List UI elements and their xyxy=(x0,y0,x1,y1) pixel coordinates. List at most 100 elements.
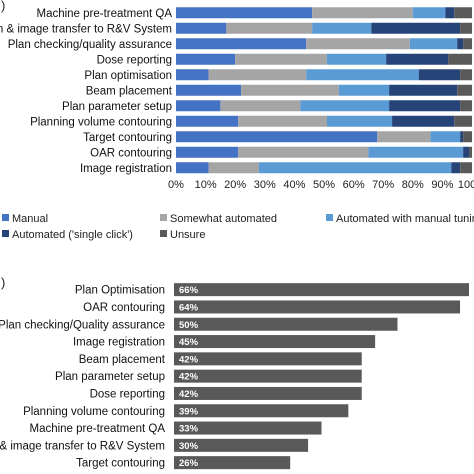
bar-value-label: 42% xyxy=(179,389,199,400)
bar-segment-manual xyxy=(176,53,236,65)
category-label: an & image transfer to R&V System xyxy=(0,440,165,452)
bar-segment-automated-with-manual-tuning xyxy=(306,69,419,81)
bar xyxy=(174,352,362,366)
category-label: Image registration xyxy=(73,337,165,349)
panel-b-letter: ) xyxy=(1,275,6,290)
category-label: Plan parameter setup xyxy=(62,101,172,113)
bar xyxy=(174,335,376,349)
legend-swatch xyxy=(160,230,167,237)
bar-segment-automated-single-click xyxy=(451,162,461,174)
bar xyxy=(174,438,309,452)
bar-segment-automated-with-manual-tuning xyxy=(430,131,461,143)
bar-segment-somewhat-automated xyxy=(208,162,259,174)
bar xyxy=(174,404,349,418)
bar-segment-unsure xyxy=(454,115,472,127)
bar xyxy=(174,386,362,400)
bar-segment-unsure xyxy=(460,162,472,174)
bar-value-label: 66% xyxy=(179,285,199,296)
x-tick-label: 50% xyxy=(313,179,335,191)
bar-value-label: 39% xyxy=(179,406,199,417)
bar-value-label: 33% xyxy=(179,424,199,435)
bar-segment-unsure xyxy=(454,7,472,19)
bar-segment-automated-single-click xyxy=(386,53,449,65)
x-tick-label: 0% xyxy=(168,179,184,191)
category-label: Target contouring xyxy=(76,458,165,470)
bar-segment-automated-single-click xyxy=(460,131,464,143)
legend-swatch xyxy=(2,214,9,221)
category-label: Planning volume contouring xyxy=(30,116,172,128)
legend-swatch xyxy=(160,214,167,221)
bar-segment-automated-single-click xyxy=(389,84,458,96)
bar-segment-automated-with-manual-tuning xyxy=(326,115,393,127)
legend-label: Somewhat automated xyxy=(170,213,277,225)
category-label: Plan Optimisation xyxy=(75,285,165,297)
category-label: Beam placement xyxy=(79,354,166,366)
bar-segment-unsure xyxy=(460,69,472,81)
bar-segment-somewhat-automated xyxy=(235,53,327,65)
bar xyxy=(174,283,469,297)
category-label: Dose reporting xyxy=(97,54,172,66)
legend-label: Manual xyxy=(12,213,48,225)
bar-value-label: 45% xyxy=(179,337,199,348)
bar-segment-automated-with-manual-tuning xyxy=(300,100,390,112)
bar-segment-somewhat-automated xyxy=(238,115,327,127)
category-label: OAR contouring xyxy=(90,147,172,159)
legend-label: Unsure xyxy=(170,229,205,241)
bar-segment-automated-with-manual-tuning xyxy=(338,84,390,96)
bar-segment-automated-with-manual-tuning xyxy=(312,22,372,34)
bar-segment-automated-single-click xyxy=(463,146,470,158)
bar-value-label: 30% xyxy=(179,441,199,452)
bar-segment-unsure xyxy=(460,22,472,34)
bar-segment-manual xyxy=(176,69,209,81)
bar xyxy=(174,317,398,331)
bar-segment-somewhat-automated xyxy=(238,146,369,158)
bar-value-label: 42% xyxy=(179,354,199,365)
bar-segment-somewhat-automated xyxy=(312,7,413,19)
category-label: Beam placement xyxy=(86,85,173,97)
bar-segment-manual xyxy=(176,7,313,19)
bar-segment-manual xyxy=(176,38,307,50)
bar-segment-unsure xyxy=(463,38,472,50)
category-label: Plan parameter setup xyxy=(55,371,165,383)
bar-segment-automated-single-click xyxy=(371,22,461,34)
category-label: Plan optimisation xyxy=(84,70,172,82)
bar xyxy=(174,369,362,383)
bar-segment-automated-with-manual-tuning xyxy=(368,146,464,158)
bar-value-label: 42% xyxy=(179,372,199,383)
bar-segment-automated-with-manual-tuning xyxy=(409,38,458,50)
category-label: Plan checking/quality assurance xyxy=(8,39,172,51)
bar-segment-manual xyxy=(176,115,239,127)
x-tick-label: 40% xyxy=(283,179,305,191)
bar-segment-automated-with-manual-tuning xyxy=(412,7,446,19)
x-tick-label: 10% xyxy=(195,179,217,191)
panel-a-letter: ) xyxy=(1,0,6,13)
bar xyxy=(174,421,322,435)
bar-segment-somewhat-automated xyxy=(208,69,307,81)
bar-segment-unsure xyxy=(463,131,472,143)
bar-value-label: 50% xyxy=(179,320,199,331)
bar-segment-somewhat-automated xyxy=(241,84,339,96)
x-tick-label: 90% xyxy=(431,179,453,191)
x-tick-label: 70% xyxy=(372,179,394,191)
bar-value-label: 64% xyxy=(179,302,199,313)
category-label: Plan checking/Quality assurance xyxy=(0,319,165,331)
bar xyxy=(174,456,291,470)
x-tick-label: 100% xyxy=(458,179,474,191)
bar-segment-automated-single-click xyxy=(392,115,455,127)
bar-segment-somewhat-automated xyxy=(220,100,301,112)
category-label: an & image transfer to R&V System xyxy=(0,23,172,35)
category-label: Dose reporting xyxy=(90,388,165,400)
category-label: Image registration xyxy=(80,163,172,175)
legend-swatch xyxy=(326,214,333,221)
bar-segment-somewhat-automated xyxy=(377,131,431,143)
x-tick-label: 20% xyxy=(224,179,246,191)
x-tick-label: 80% xyxy=(402,179,424,191)
legend-swatch xyxy=(2,230,9,237)
category-label: Machine pre-treatment QA xyxy=(29,423,165,435)
bar-segment-unsure xyxy=(457,84,472,96)
bar-segment-unsure xyxy=(460,100,472,112)
category-label: Target contouring xyxy=(83,132,172,144)
bar-segment-unsure xyxy=(448,53,472,65)
